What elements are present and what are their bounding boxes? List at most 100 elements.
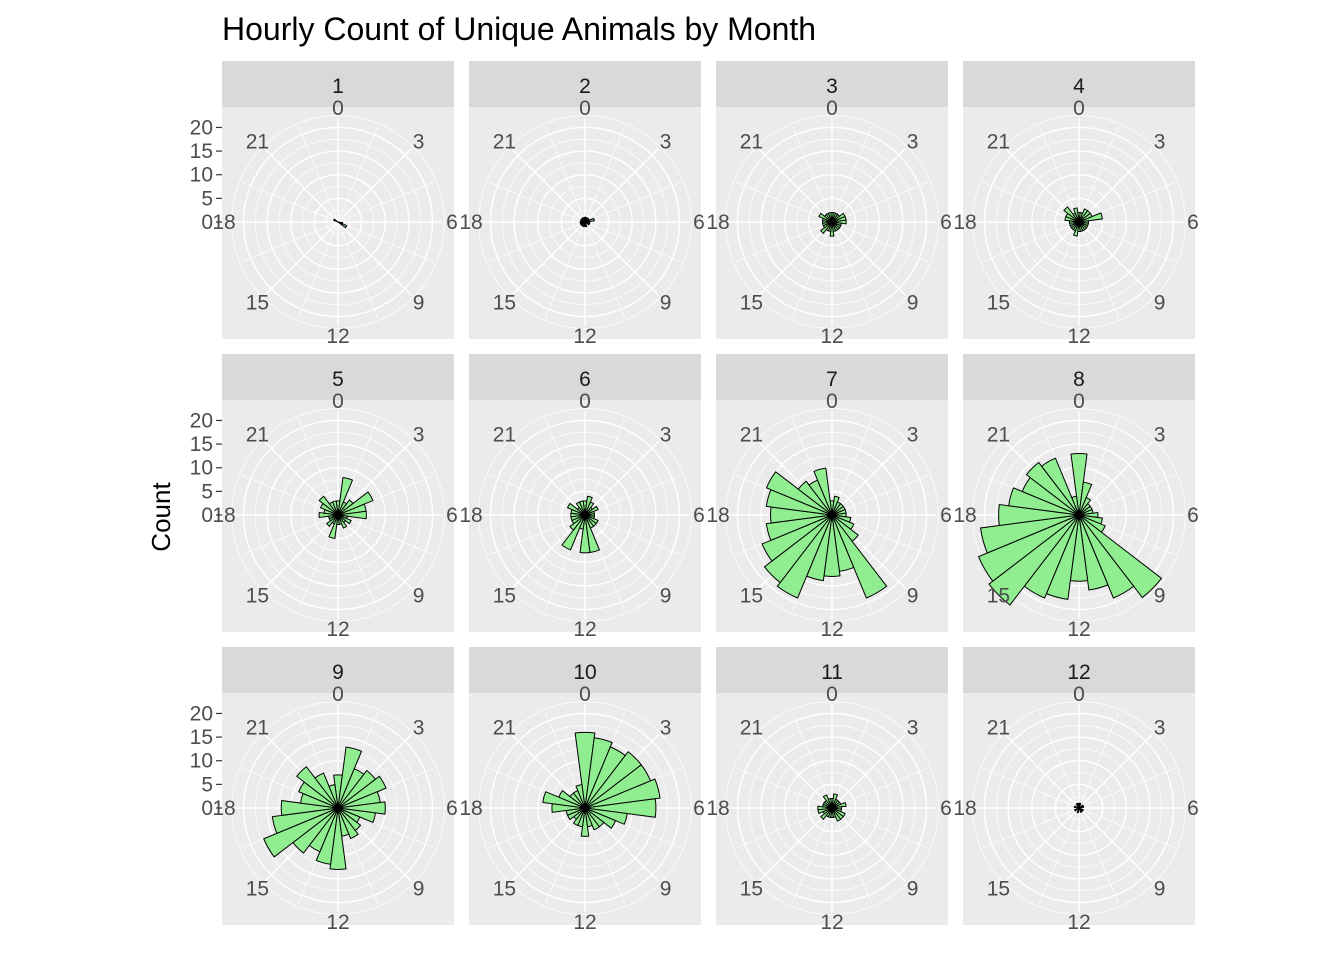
bar-hour-6 — [831, 219, 847, 225]
major-spoke — [584, 440, 660, 516]
minor-spoke — [791, 221, 833, 319]
hour-label: 18 — [706, 504, 729, 527]
bars — [817, 793, 847, 822]
hour-label: 21 — [493, 423, 516, 446]
bar-hour-15 — [569, 514, 586, 531]
bars — [263, 746, 387, 870]
minor-spoke — [735, 181, 833, 223]
major-spoke — [1078, 733, 1154, 809]
hour-label: 3 — [413, 423, 425, 446]
hour-label: 12 — [820, 325, 843, 348]
major-spoke — [757, 733, 833, 809]
hour-label: 15 — [493, 585, 516, 608]
hour-label: 0 — [332, 390, 344, 413]
hour-label: 12 — [1067, 618, 1090, 641]
facet-panel-2: 20 3 6 9 12 15 18 21 — [459, 61, 705, 348]
bar-hour-5 — [584, 217, 595, 223]
minor-spoke — [337, 514, 379, 612]
bar-hour-23 — [813, 467, 833, 516]
minor-spoke — [337, 181, 435, 223]
hour-label: 9 — [413, 585, 425, 608]
bar-hour-17 — [980, 514, 1080, 554]
bar-hour-10 — [1078, 807, 1083, 814]
major-spoke — [1004, 807, 1080, 883]
hour-label: 18 — [706, 797, 729, 820]
y-tick-label: 0 — [201, 504, 213, 527]
minor-spoke — [584, 514, 682, 556]
hour-label: 0 — [579, 97, 591, 120]
hour-label: 15 — [246, 292, 269, 315]
bar-hour-23 — [328, 784, 339, 809]
hour-label: 6 — [693, 211, 705, 234]
minor-spoke — [831, 181, 929, 223]
bar-hour-23 — [1072, 207, 1080, 223]
hour-label: 6 — [693, 797, 705, 820]
hour-label: 0 — [332, 683, 344, 706]
bar-hour-20 — [332, 218, 339, 223]
facet-strip-label: 4 — [1073, 75, 1085, 98]
bars — [318, 476, 374, 539]
hour-labels: 0 3 6 9 12 15 18 21 — [706, 97, 952, 348]
minor-spoke — [831, 767, 929, 809]
minor-spoke — [488, 221, 586, 263]
major-spoke — [263, 221, 339, 297]
hour-label: 3 — [907, 716, 919, 739]
y-tick-label: 0 — [201, 211, 213, 234]
minor-spoke — [241, 221, 339, 263]
hour-label: 6 — [1187, 797, 1199, 820]
minor-spoke — [735, 221, 833, 263]
facet-strip — [469, 354, 701, 400]
bar-hour-14 — [776, 514, 833, 599]
minor-gridline — [725, 115, 939, 329]
major-spoke — [510, 807, 586, 883]
facet-strip-label: 1 — [332, 75, 344, 98]
bar-hour-23 — [575, 784, 586, 809]
hour-labels: 0 3 6 9 12 15 18 21 — [212, 97, 458, 348]
hour-label: 9 — [1154, 585, 1166, 608]
bar-hour-12 — [829, 221, 835, 237]
bar-hour-10 — [337, 807, 359, 840]
hour-label: 21 — [987, 130, 1010, 153]
bar-hour-10 — [831, 807, 842, 822]
minor-spoke — [982, 767, 1080, 809]
minor-spoke — [1078, 221, 1120, 319]
bar-hour-4 — [337, 491, 374, 516]
minor-spoke — [337, 221, 435, 263]
polar-grid — [725, 115, 939, 329]
hour-label: 21 — [740, 716, 763, 739]
hour-label: 15 — [987, 585, 1010, 608]
bar-hour-23 — [1071, 495, 1080, 516]
bar-hour-5 — [1078, 212, 1103, 223]
hour-labels: 0 3 6 9 12 15 18 21 — [459, 390, 705, 641]
minor-spoke — [735, 767, 833, 809]
hour-label: 3 — [1154, 716, 1166, 739]
minor-spoke — [584, 181, 682, 223]
hour-label: 3 — [660, 716, 672, 739]
hour-label: 12 — [820, 911, 843, 934]
hour-label: 0 — [1073, 390, 1085, 413]
major-spoke — [831, 440, 907, 516]
minor-gridline — [478, 701, 692, 915]
polar-grid — [478, 115, 692, 329]
hour-label: 15 — [740, 292, 763, 315]
hour-label: 0 — [1073, 683, 1085, 706]
hour-label: 6 — [1187, 211, 1199, 234]
major-spoke — [831, 733, 907, 809]
hour-label: 18 — [212, 211, 235, 234]
bars — [579, 216, 595, 228]
minor-gridline — [478, 115, 692, 329]
hour-label: 12 — [1067, 325, 1090, 348]
facet-strip-label: 3 — [826, 75, 838, 98]
hour-label: 21 — [246, 423, 269, 446]
hour-label: 3 — [413, 130, 425, 153]
facet-strip — [963, 354, 1195, 400]
bars — [542, 731, 661, 837]
minor-spoke — [1038, 711, 1080, 809]
major-spoke — [757, 221, 833, 297]
bar-hour-16 — [263, 807, 339, 858]
major-spoke — [1078, 221, 1154, 297]
hour-label: 21 — [740, 423, 763, 446]
bar-hour-11 — [584, 221, 588, 228]
